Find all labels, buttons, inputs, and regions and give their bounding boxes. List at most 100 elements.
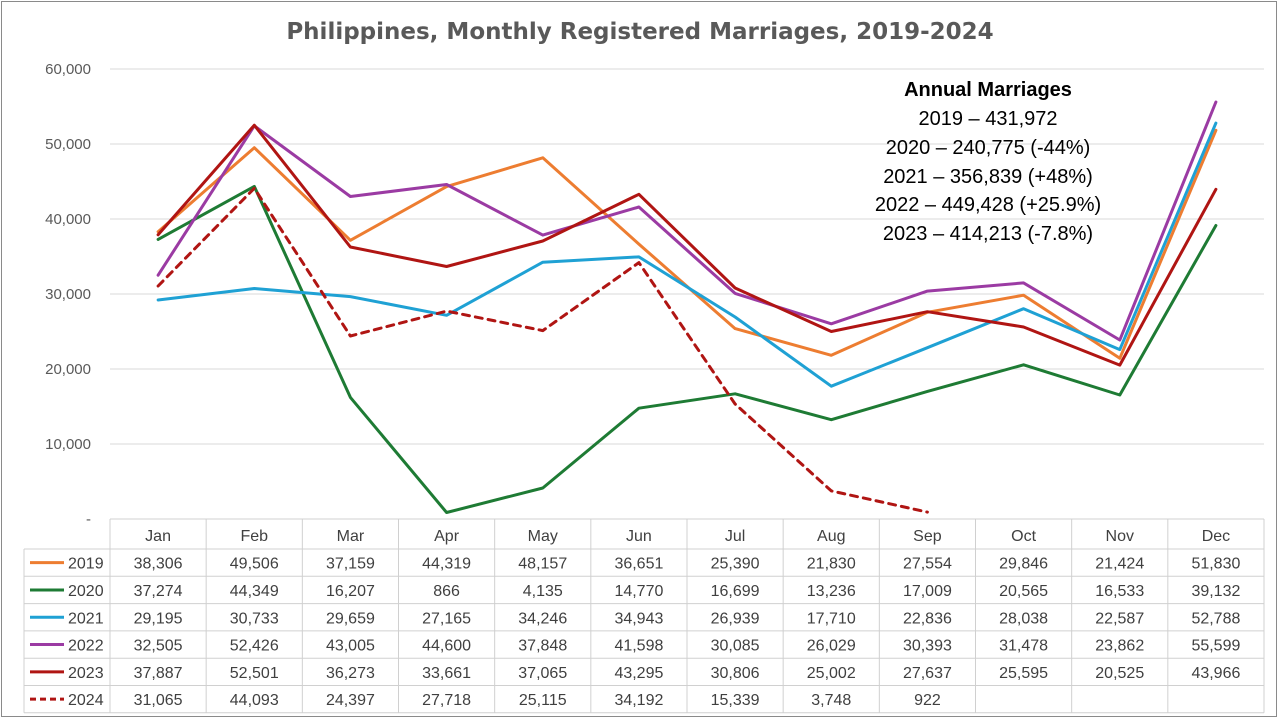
- data-label: 31,478: [999, 638, 1048, 655]
- data-label: 27,637: [903, 665, 952, 682]
- data-label: 55,599: [1191, 638, 1240, 655]
- y-tick-label: 20,000: [45, 361, 91, 378]
- data-label: 34,246: [518, 610, 567, 627]
- data-label: 3,748: [811, 692, 851, 709]
- data-label: 23,862: [1095, 638, 1144, 655]
- data-label: 39,132: [1191, 583, 1240, 600]
- data-label: 36,273: [326, 665, 375, 682]
- data-label: 16,699: [711, 583, 760, 600]
- data-label: 37,065: [518, 665, 567, 682]
- x-tick-label: May: [528, 528, 558, 545]
- data-label: 51,830: [1191, 556, 1240, 573]
- data-label: 41,598: [614, 638, 663, 655]
- data-label: 32,505: [134, 638, 183, 655]
- data-label: 37,887: [134, 665, 183, 682]
- data-label: 44,319: [422, 556, 471, 573]
- series-line-2021: [156, 121, 1218, 388]
- x-tick-label: Jul: [725, 528, 745, 545]
- series-lines: [156, 100, 1218, 514]
- x-tick-label: Dec: [1202, 528, 1230, 545]
- data-label: 4,135: [523, 583, 563, 600]
- data-label: 48,157: [518, 556, 567, 573]
- y-tick-label: 60,000: [45, 61, 91, 78]
- data-label: 44,349: [230, 583, 279, 600]
- data-label: 17,710: [807, 610, 856, 627]
- data-label: 37,274: [134, 583, 183, 600]
- x-tick-label: Mar: [337, 528, 365, 545]
- data-label: 52,788: [1191, 610, 1240, 627]
- data-label: 866: [433, 583, 460, 600]
- annotation-title: Annual Marriages: [904, 79, 1072, 101]
- data-label: 43,005: [326, 638, 375, 655]
- data-label: 14,770: [614, 583, 663, 600]
- y-tick-label: -: [86, 511, 91, 528]
- data-label: 24,397: [326, 692, 375, 709]
- data-label: 20,565: [999, 583, 1048, 600]
- annotation-line: 2022 – 449,428 (+25.9%): [875, 194, 1101, 216]
- data-label: 52,501: [230, 665, 279, 682]
- y-tick-label: 50,000: [45, 136, 91, 153]
- data-label: 49,506: [230, 556, 279, 573]
- y-tick-label: 10,000: [45, 436, 91, 453]
- data-label: 30,806: [711, 665, 760, 682]
- data-label: 29,846: [999, 556, 1048, 573]
- x-tick-label: Feb: [240, 528, 268, 545]
- y-tick-label: 30,000: [45, 286, 91, 303]
- data-label: 36,651: [614, 556, 663, 573]
- data-label: 27,718: [422, 692, 471, 709]
- data-label: 21,830: [807, 556, 856, 573]
- data-label: 30,393: [903, 638, 952, 655]
- data-label: 31,065: [134, 692, 183, 709]
- series-line-2020: [156, 184, 1218, 514]
- data-label: 26,029: [807, 638, 856, 655]
- y-axis: - 10,000 20,000 30,000 40,000 50,000 60,000: [45, 61, 91, 528]
- chart-title: Philippines, Monthly Registered Marriage…: [286, 19, 993, 45]
- y-tick-label: 40,000: [45, 211, 91, 228]
- legend-label: 2024: [68, 692, 104, 709]
- data-label: 37,159: [326, 556, 375, 573]
- annotation-line: 2020 – 240,775 (-44%): [886, 137, 1091, 159]
- data-label: 52,426: [230, 638, 279, 655]
- data-label: 26,939: [711, 610, 760, 627]
- legend-label: 2023: [68, 665, 104, 682]
- x-tick-label: Jan: [145, 528, 171, 545]
- annotation-line: 2019 – 431,972: [918, 108, 1057, 130]
- data-table: Jan Feb Mar Apr May Jun Jul Aug Sep Oct Nov Dec 2019…: [23, 518, 1265, 714]
- x-tick-label: Apr: [434, 528, 460, 545]
- annotation-line: 2021 – 356,839 (+48%): [883, 166, 1093, 188]
- data-label: 16,207: [326, 583, 375, 600]
- data-label: 29,659: [326, 610, 375, 627]
- data-label: 30,733: [230, 610, 279, 627]
- data-label: 44,600: [422, 638, 471, 655]
- data-label: 43,966: [1191, 665, 1240, 682]
- data-label: 28,038: [999, 610, 1048, 627]
- data-label: 13,236: [807, 583, 856, 600]
- data-label: 20,525: [1095, 665, 1144, 682]
- x-tick-label: Oct: [1011, 528, 1036, 545]
- data-label: 34,192: [614, 692, 663, 709]
- data-label: 15,339: [711, 692, 760, 709]
- data-label: 44,093: [230, 692, 279, 709]
- data-label: 922: [914, 692, 941, 709]
- annotation-line: 2023 – 414,213 (-7.8%): [883, 223, 1093, 245]
- data-label: 25,002: [807, 665, 856, 682]
- data-label: 25,390: [711, 556, 760, 573]
- series-line-2023: [156, 123, 1218, 367]
- data-label: 30,085: [711, 638, 760, 655]
- legend-label: 2022: [68, 638, 104, 655]
- data-label: 27,554: [903, 556, 952, 573]
- data-label: 22,836: [903, 610, 952, 627]
- data-label: 43,295: [614, 665, 663, 682]
- data-label: 16,533: [1095, 583, 1144, 600]
- x-tick-label: Nov: [1106, 528, 1134, 545]
- data-label: 17,009: [903, 583, 952, 600]
- data-label: 37,848: [518, 638, 567, 655]
- series-line-2022: [156, 100, 1218, 342]
- data-label: 25,595: [999, 665, 1048, 682]
- x-tick-label: Sep: [913, 528, 942, 545]
- data-label: 21,424: [1095, 556, 1144, 573]
- data-label: 25,115: [519, 692, 567, 709]
- data-label: 34,943: [614, 610, 663, 627]
